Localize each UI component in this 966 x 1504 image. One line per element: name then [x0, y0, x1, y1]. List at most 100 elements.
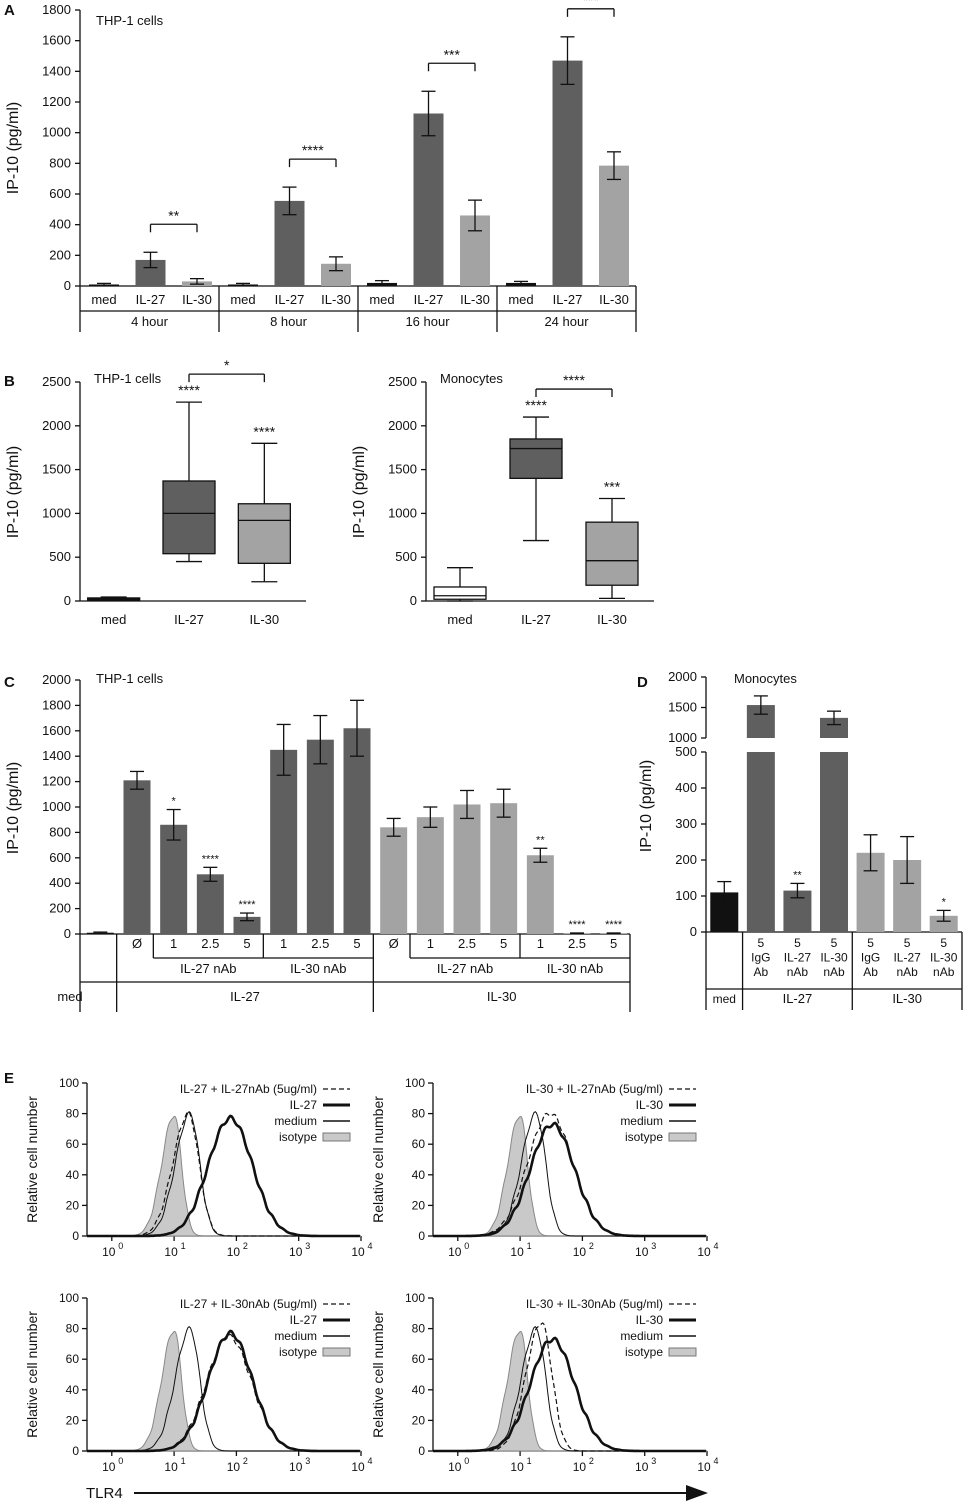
a-y-tick-label: 1200 — [42, 94, 71, 109]
e-y-tick-label: 100 — [405, 1291, 425, 1305]
c-sublabel: IL-27 nAb — [437, 961, 493, 976]
e-legend-swatch — [668, 1132, 697, 1142]
a-category-label: med — [91, 292, 116, 307]
c-category-label: 5 — [353, 936, 360, 951]
e-y-tick-label: 80 — [412, 1322, 426, 1336]
a-ylabel: IP-10 (pg/ml) — [5, 102, 22, 194]
a-y-tick-label: 0 — [64, 278, 71, 293]
e-x-tick-exponent: 3 — [651, 1456, 656, 1466]
e-legend-label: IL-27 — [290, 1313, 318, 1327]
e-x-tick-exponent: 1 — [527, 1241, 532, 1251]
e-isotype-histogram — [433, 1115, 707, 1237]
d-category-label: IgG — [751, 951, 770, 965]
e-legend-label: medium — [620, 1329, 663, 1343]
a-group-label: 16 hour — [405, 314, 450, 329]
b2-category-label: med — [447, 612, 472, 627]
e-legend-swatch — [668, 1347, 697, 1357]
e-x-tick-exponent: 1 — [527, 1456, 532, 1466]
e-legend-label: medium — [620, 1114, 663, 1128]
d-y-lower-tick-label: 300 — [675, 816, 697, 831]
d-category-label: 5 — [758, 936, 765, 950]
c-y-tick-label: 1800 — [42, 697, 71, 712]
d-bar-upper — [820, 717, 848, 738]
e-legend-swatch — [322, 1347, 351, 1357]
a-category-label: IL-27 — [136, 292, 166, 307]
e-y-tick-label: 60 — [66, 1137, 80, 1151]
e-x-tick-label: 10 — [351, 1460, 365, 1474]
e-treated-histogram — [87, 1114, 360, 1238]
e-xlabel: TLR4 — [86, 1485, 123, 1502]
c-ylabel: IP-10 (pg/ml) — [5, 762, 22, 854]
e-x-tick-exponent: 3 — [651, 1241, 656, 1251]
c-y-tick-label: 800 — [49, 824, 71, 839]
c-y-tick-label: 400 — [49, 875, 71, 890]
c-star: **** — [202, 853, 220, 865]
b2-star: *** — [604, 479, 621, 495]
e-legend-label: isotype — [279, 1130, 317, 1144]
e-x-tick-exponent: 1 — [181, 1456, 186, 1466]
c-category-label: Ø — [132, 936, 142, 951]
e-legend-label: medium — [274, 1329, 317, 1343]
a-category-label: IL-30 — [599, 292, 629, 307]
b1-title: THP-1 cells — [94, 371, 162, 386]
c-group-label: IL-27 — [230, 989, 260, 1004]
e-y-tick-label: 100 — [59, 1076, 79, 1090]
panel-letter-a: A — [4, 2, 15, 19]
b1-category-label: IL-30 — [250, 612, 280, 627]
a-group-label: 8 hour — [270, 314, 308, 329]
e-x-tick-label: 10 — [448, 1245, 462, 1259]
e-x-tick-exponent: 4 — [713, 1241, 718, 1251]
b2-box — [509, 438, 563, 480]
b1-category-label: med — [101, 612, 126, 627]
c-bar — [160, 824, 188, 934]
a-bar — [599, 165, 629, 286]
c-category-label: 2.5 — [568, 936, 586, 951]
e-treated-histogram — [433, 1121, 706, 1238]
e-y-tick-label: 20 — [412, 1413, 426, 1427]
e-y-tick-label: 60 — [412, 1137, 426, 1151]
c-category-label: 1 — [427, 936, 434, 951]
e-ylabel: Relative cell number — [24, 1311, 40, 1438]
d-category-label: 5 — [940, 936, 947, 950]
b2-y-tick-label: 0 — [410, 593, 417, 608]
e-y-tick-label: 40 — [66, 1168, 80, 1182]
e-x-tick-exponent: 2 — [589, 1241, 594, 1251]
e-x-tick-label: 10 — [697, 1245, 711, 1259]
d-category-label: med — [713, 992, 736, 1006]
d-y-lower-tick-label: 500 — [675, 744, 697, 759]
c-category-label: 5 — [500, 936, 507, 951]
c-category-label: 5 — [610, 936, 617, 951]
d-category-label: 5 — [794, 936, 801, 950]
e-legend-label: isotype — [625, 1130, 663, 1144]
e-xlabel-arrowhead — [686, 1485, 708, 1501]
c-category-label: Ø — [389, 936, 399, 951]
c-y-tick-label: 1400 — [42, 748, 71, 763]
e-legend-label: IL-27 — [290, 1098, 318, 1112]
c-star: * — [172, 796, 177, 808]
b2-significance-label: **** — [563, 372, 585, 388]
e-y-tick-label: 0 — [418, 1444, 425, 1458]
e-legend-swatch — [322, 1132, 351, 1142]
e-y-tick-label: 40 — [412, 1168, 426, 1182]
d-bar-lower — [820, 752, 848, 932]
c-bar — [380, 827, 408, 934]
a-y-tick-label: 600 — [49, 186, 71, 201]
e-x-tick-label: 10 — [635, 1460, 649, 1474]
c-bar — [270, 749, 298, 934]
d-star: ** — [793, 869, 802, 881]
c-y-tick-label: 2000 — [42, 672, 71, 687]
c-group-label: med — [57, 989, 82, 1004]
e-x-tick-exponent: 4 — [713, 1456, 718, 1466]
a-y-tick-label: 1800 — [42, 2, 71, 17]
e-y-tick-label: 20 — [412, 1198, 426, 1212]
d-category-label: IL-27 — [893, 951, 921, 965]
c-category-label: 2.5 — [458, 936, 476, 951]
d-star: * — [942, 896, 947, 908]
b2-box — [433, 586, 487, 600]
e-y-tick-label: 0 — [72, 1444, 79, 1458]
a-category-label: med — [230, 292, 255, 307]
c-y-tick-label: 600 — [49, 850, 71, 865]
e-medium-histogram — [433, 1326, 706, 1452]
e-y-tick-label: 0 — [72, 1229, 79, 1243]
